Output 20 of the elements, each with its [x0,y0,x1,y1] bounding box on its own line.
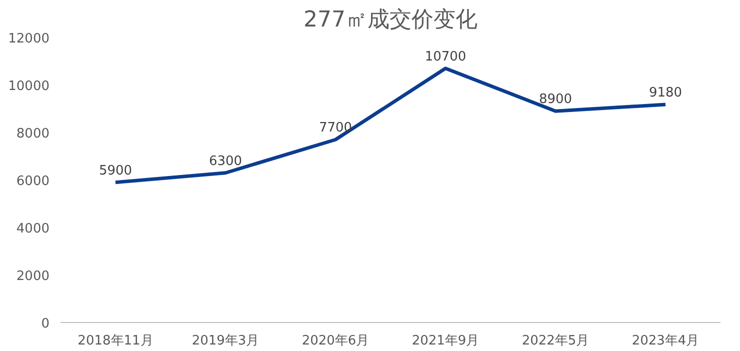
y-tick-label: 12000 [8,32,50,46]
data-label: 6300 [208,154,242,169]
data-label: 5900 [98,163,132,178]
y-tick-label: 10000 [8,79,50,94]
y-tick-label: 0 [41,316,50,332]
chart-title: 277㎡成交价变化 [304,8,478,32]
y-tick-label: 8000 [16,126,50,142]
data-label: 9180 [648,85,682,100]
x-tick-label: 2022年5月 [522,334,590,348]
x-tick-label: 2023年4月 [632,334,700,348]
data-label: 10700 [424,49,466,64]
y-tick-label: 4000 [16,222,50,236]
x-tick-label: 2018年11月 [78,334,154,348]
y-tick-label: 6000 [16,174,50,189]
data-label: 8900 [538,92,572,108]
x-tick-label: 2019年3月 [192,334,260,348]
x-tick-label: 2021年9月 [412,334,480,348]
x-tick-label: 2020年6月 [302,334,370,348]
data-label: 7700 [318,120,352,136]
y-tick-label: 2000 [16,269,50,284]
